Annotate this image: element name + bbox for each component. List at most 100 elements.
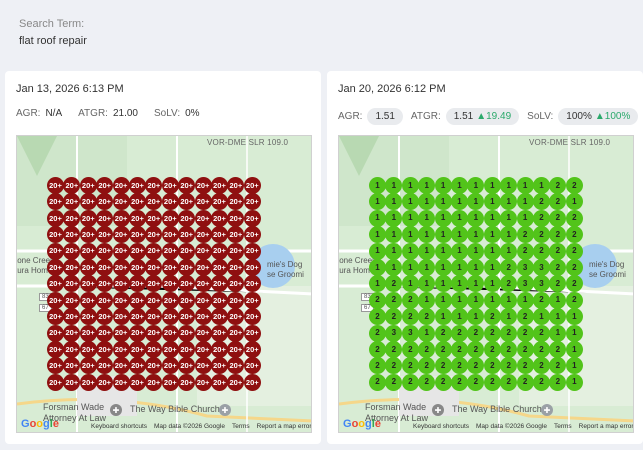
rank-pin[interactable]: 20+ [161, 308, 179, 326]
rank-pin[interactable]: 1 [483, 242, 501, 260]
rank-pin[interactable]: 20+ [63, 177, 81, 194]
rank-pin[interactable]: 20+ [211, 357, 228, 375]
rank-pin[interactable]: 2 [483, 357, 501, 375]
rank-pin[interactable]: 20+ [47, 209, 64, 227]
rank-pin[interactable]: 20+ [211, 259, 228, 276]
rank-pin[interactable]: 20+ [161, 373, 179, 391]
rank-pin[interactable]: 20+ [145, 226, 163, 244]
rank-pin[interactable]: 20+ [227, 193, 245, 211]
rank-pin[interactable]: 20+ [243, 291, 261, 309]
rank-pin[interactable]: 20+ [79, 324, 97, 342]
rank-pin[interactable]: 20+ [243, 373, 261, 391]
rank-pin[interactable]: 20+ [178, 209, 196, 227]
rank-pin[interactable]: 2 [451, 341, 468, 358]
rank-pin[interactable]: 20+ [194, 324, 212, 342]
rank-pin[interactable]: 1 [434, 177, 452, 194]
rank-pin[interactable]: 20+ [96, 324, 114, 342]
rank-pin[interactable]: 20+ [79, 357, 97, 375]
rank-pin[interactable]: 1 [565, 341, 583, 358]
rank-pin[interactable]: 1 [451, 209, 468, 227]
rank-pin[interactable]: 1 [385, 193, 403, 211]
rank-pin[interactable]: 1 [467, 242, 485, 260]
rank-pin[interactable]: 3 [385, 324, 403, 342]
rank-pin[interactable]: 20+ [112, 341, 130, 358]
rank-pin[interactable]: 20+ [96, 291, 114, 309]
rank-pin[interactable]: 1 [483, 209, 501, 227]
rank-pin[interactable]: 1 [533, 177, 550, 194]
rank-pin[interactable]: 20+ [227, 308, 245, 326]
rank-pin[interactable]: 20+ [178, 291, 196, 309]
rank-pin[interactable]: 20+ [211, 177, 228, 194]
rank-pin[interactable]: 20+ [129, 275, 146, 293]
rank-pin[interactable]: 1 [369, 275, 386, 293]
rank-pin[interactable]: 20+ [178, 275, 196, 293]
rank-pin[interactable]: 1 [467, 177, 485, 194]
rank-pin[interactable]: 20+ [178, 341, 196, 358]
rank-pin[interactable]: 1 [401, 226, 419, 244]
rank-pin[interactable]: 20+ [161, 193, 179, 211]
rank-pin[interactable]: 2 [369, 308, 386, 326]
rank-pin[interactable]: 1 [483, 291, 501, 309]
rank-pin[interactable]: 2 [385, 373, 403, 391]
rank-pin[interactable]: 20+ [243, 308, 261, 326]
rank-pin[interactable]: 1 [451, 291, 468, 309]
rank-pin[interactable]: 2 [451, 357, 468, 375]
rank-pin[interactable]: 20+ [145, 373, 163, 391]
rank-pin[interactable]: 20+ [145, 341, 163, 358]
rank-pin[interactable]: 20+ [112, 291, 130, 309]
rank-pin[interactable]: 20+ [161, 275, 179, 293]
rank-pin[interactable]: 20+ [112, 308, 130, 326]
rank-pin[interactable]: 20+ [112, 324, 130, 342]
rank-pin[interactable]: 20+ [47, 242, 64, 260]
rank-pin[interactable]: 20+ [243, 209, 261, 227]
rank-pin[interactable]: 20+ [129, 193, 146, 211]
rank-pin[interactable]: 2 [401, 373, 419, 391]
rank-pin[interactable]: 2 [549, 373, 567, 391]
rank-pin[interactable]: 20+ [96, 177, 114, 194]
rank-pin[interactable]: 2 [434, 324, 452, 342]
rank-pin[interactable]: 20+ [112, 373, 130, 391]
rank-pin[interactable]: 20+ [211, 242, 228, 260]
rank-pin[interactable]: 2 [549, 209, 567, 227]
rank-pin[interactable]: 20+ [96, 373, 114, 391]
rank-pin[interactable]: 20+ [145, 242, 163, 260]
keyboard-shortcuts-link[interactable]: Keyboard shortcuts [413, 423, 470, 430]
rank-pin[interactable]: 20+ [145, 193, 163, 211]
rank-pin[interactable]: 20+ [243, 177, 261, 194]
rank-pin[interactable]: 20+ [129, 341, 146, 358]
rank-pin[interactable]: 2 [434, 341, 452, 358]
rank-pin[interactable]: 20+ [129, 209, 146, 227]
rank-pin[interactable]: 2 [516, 308, 534, 326]
rank-pin[interactable]: 1 [434, 242, 452, 260]
rank-pin[interactable]: 20+ [227, 373, 245, 391]
rank-pin[interactable]: 20+ [211, 275, 228, 293]
rank-pin[interactable]: 20+ [129, 177, 146, 194]
rank-pin[interactable]: 2 [549, 275, 567, 293]
rank-pin[interactable]: 20+ [129, 324, 146, 342]
rank-pin[interactable]: 20+ [227, 259, 245, 276]
rank-pin[interactable]: 2 [467, 357, 485, 375]
rank-pin[interactable]: 1 [467, 275, 485, 293]
rank-pin[interactable]: 20+ [63, 193, 81, 211]
rank-pin[interactable]: 1 [401, 193, 419, 211]
rank-pin[interactable]: 20+ [243, 357, 261, 375]
rank-pin[interactable]: 1 [418, 193, 436, 211]
rank-pin[interactable]: 2 [467, 324, 485, 342]
rank-pin[interactable]: 2 [516, 357, 534, 375]
rank-pin[interactable]: 2 [467, 373, 485, 391]
rank-pin[interactable]: 1 [418, 209, 436, 227]
rank-pin[interactable]: 20+ [63, 259, 81, 276]
rank-pin[interactable]: 20+ [211, 324, 228, 342]
rank-pin[interactable]: 2 [500, 259, 518, 276]
rank-pin[interactable]: 1 [516, 291, 534, 309]
rank-pin[interactable]: 20+ [79, 275, 97, 293]
rank-pin[interactable]: 2 [369, 324, 386, 342]
rank-pin[interactable]: 20+ [63, 242, 81, 260]
rank-pin[interactable]: 1 [418, 324, 436, 342]
rank-pin[interactable]: 1 [451, 275, 468, 293]
rank-pin[interactable]: 20+ [211, 193, 228, 211]
rank-pin[interactable]: 20+ [112, 259, 130, 276]
rank-pin[interactable]: 1 [451, 177, 468, 194]
rank-pin[interactable]: 20+ [63, 209, 81, 227]
rank-pin[interactable]: 20+ [47, 177, 64, 194]
